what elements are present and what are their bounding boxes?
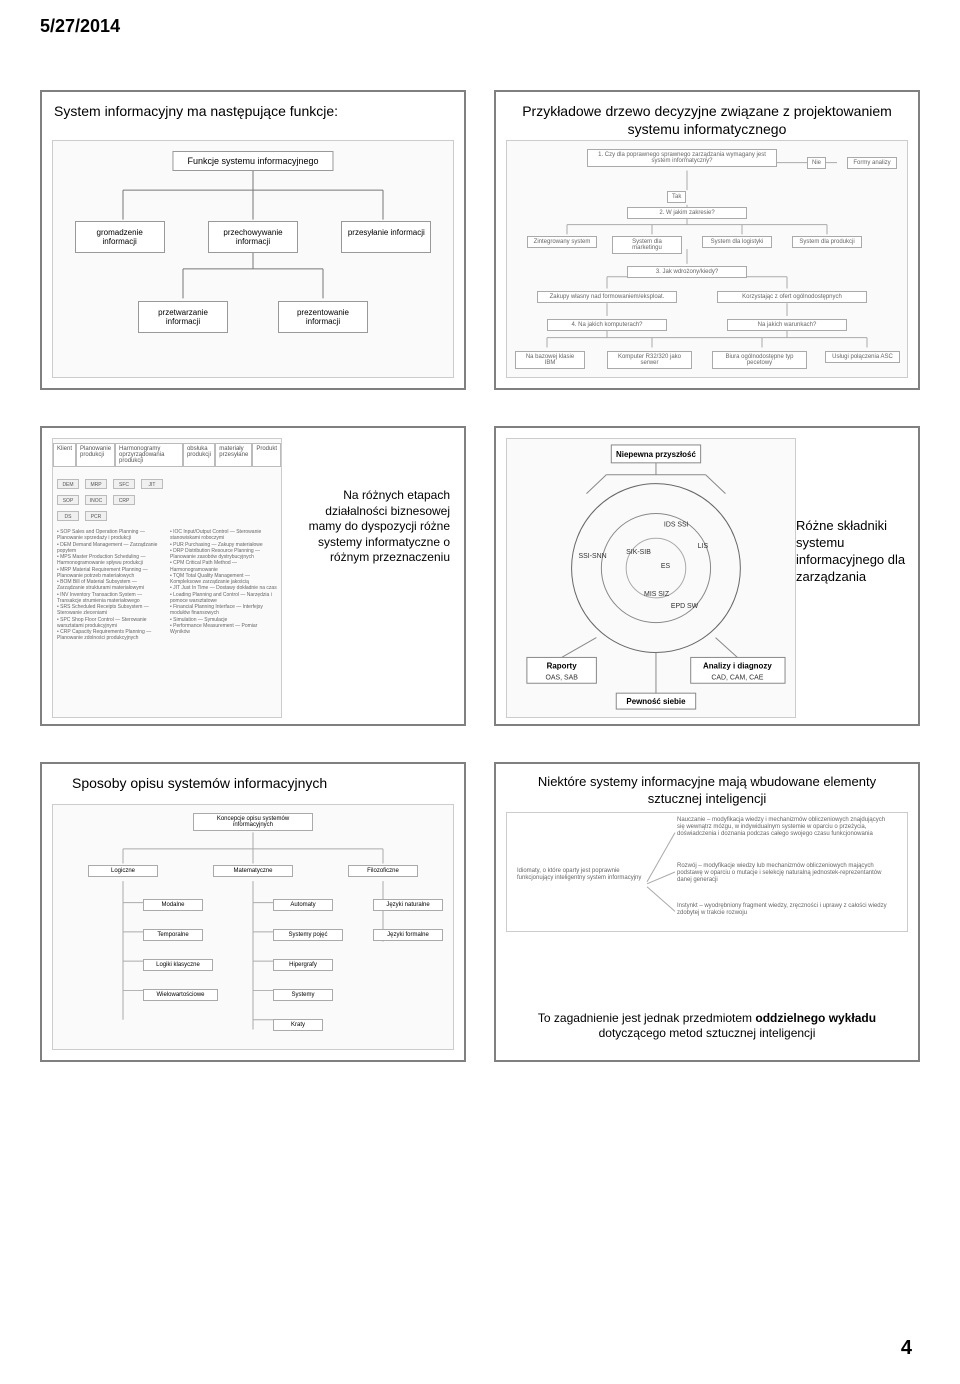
s1-node: przesyłanie informacji [341, 221, 431, 253]
s3-cell: CRP [113, 495, 135, 505]
s3-cell: DEM [57, 479, 79, 489]
slide-5: Sposoby opisu systemów informacyjnych [40, 762, 466, 1062]
s2-a3a: Zakupy własny nad formowaniem/eksploat. [537, 291, 677, 303]
slide-1-title: System informacyjny ma następujące funkc… [42, 92, 464, 126]
s3-cell: SOP [57, 495, 79, 505]
slide-grid: System informacyjny ma następujące funkc… [40, 90, 920, 1062]
page-number: 4 [901, 1337, 912, 1360]
s3-tbox: Planowanie produkcji [76, 443, 115, 467]
s1-node: przechowywanie informacji [208, 221, 298, 253]
s2-opt: System dla marketingu [612, 236, 682, 254]
slide-4: Niepewna przyszłość SSI-SNN IDS SSI SIK-… [494, 426, 920, 726]
s1-node: gromadzenie informacji [75, 221, 165, 253]
slide-6-footer: To zagadnienie jest jednak przedmiotem o… [516, 1011, 898, 1042]
svg-text:OAS, SAB: OAS, SAB [545, 674, 578, 681]
svg-text:ES: ES [661, 563, 671, 570]
s1-node: prezentowanie informacji [278, 301, 368, 333]
svg-text:SSI-SNN: SSI-SNN [579, 553, 607, 560]
slide-1: System informacyjny ma następujące funkc… [40, 90, 466, 390]
svg-text:Analizy i diagnozy: Analizy i diagnozy [703, 661, 772, 670]
s2-q1: 1. Czy dla poprawnego sprawnego zarządza… [587, 149, 777, 167]
s3-abbrev-list: • SOP Sales and Operation Planning — Pla… [57, 529, 277, 713]
s2-yes: Tak [667, 191, 686, 203]
s5-leaf: Wielowartościowe [143, 989, 218, 1001]
s3-tbox: materiały przesyłane [215, 443, 252, 467]
s3-cell: MRP [85, 479, 107, 489]
s5-branch: Filozoficzne [348, 865, 418, 877]
slide-6-diagram: Nauczanie – modyfikacja wiedzy i mechani… [506, 812, 908, 932]
s2-no: Nie [807, 157, 826, 169]
svg-text:Raporty: Raporty [547, 661, 578, 670]
s5-leaf: Systemy pojęć [273, 929, 343, 941]
s3-tbox: Klient [53, 443, 76, 467]
s5-root: Koncepcje opisu systemów informacyjnych [193, 813, 313, 831]
svg-text:MIS SIZ: MIS SIZ [644, 591, 670, 598]
slide-1-diagram: Funkcje systemu informacyjnego gromadzen… [52, 140, 454, 378]
s5-leaf: Języki formalne [373, 929, 443, 941]
slide-2-title: Przykładowe drzewo decyzyjne związane z … [496, 92, 918, 144]
slide-3: Klient Planowanie produkcji Harmonogramy… [40, 426, 466, 726]
s5-leaf: Hipergrafy [273, 959, 333, 971]
s3-tbox: Harmonogramy oprzyrządowania produkcji [115, 443, 183, 467]
s5-leaf: Logiki klasyczne [143, 959, 213, 971]
s2-opt: System dla logistyki [702, 236, 772, 248]
slide-3-diagram: Klient Planowanie produkcji Harmonogramy… [52, 438, 282, 718]
s5-leaf: Języki naturalne [373, 899, 443, 911]
s1-node: przetwarzanie informacji [138, 301, 228, 333]
s2-leaf: Biura ogólnodostępne typ pecetowy [712, 351, 807, 369]
s3-cell: SFC [113, 479, 135, 489]
svg-text:Pewność siebie: Pewność siebie [626, 697, 686, 706]
svg-text:LIS: LIS [698, 543, 709, 550]
svg-text:IDS SSI: IDS SSI [664, 521, 689, 528]
s1-root-node: Funkcje systemu informacyjnego [172, 151, 333, 171]
s5-branch: Matematyczne [213, 865, 293, 877]
s2-leaf: Na bazowej klasie IBM [515, 351, 585, 369]
s5-leaf: Automaty [273, 899, 333, 911]
s2-q4a: 4. Na jakich komputerach? [547, 319, 667, 331]
page-date: 5/27/2014 [40, 16, 120, 37]
s3-cell: DS [57, 511, 79, 521]
slide-3-sidetext: Na różnych etapach działalności biznesow… [300, 488, 450, 566]
s2-leaf: Usługi połączenia ASC [825, 351, 900, 363]
slide-2: Przykładowe drzewo decyzyjne związane z … [494, 90, 920, 390]
s5-leaf: Kraty [273, 1019, 323, 1031]
slide-6-title: Niektóre systemy informacyjne mają wbudo… [496, 764, 918, 812]
s3-tbox: obsłuka produkcji [183, 443, 215, 467]
slide-5-diagram: Koncepcje opisu systemów informacyjnych … [52, 804, 454, 1050]
s2-opt: Zintegrowany system [527, 236, 597, 248]
s2-q3: 3. Jak wdrożony/kiedy? [627, 266, 747, 278]
slide-6: Niektóre systemy informacyjne mają wbudo… [494, 762, 920, 1062]
s5-leaf: Temporalne [143, 929, 203, 941]
s2-opt: System dla produkcji [792, 236, 862, 248]
s3-cell: INOC [85, 495, 107, 505]
s3-tbox: Produkt [252, 443, 281, 467]
s2-leaf: Komputer R32/320 jako serwer [607, 351, 692, 369]
s2-alt: Formy analizy [847, 157, 897, 169]
svg-text:Niepewna przyszłość: Niepewna przyszłość [616, 450, 696, 459]
s3-cell: JIT [141, 479, 163, 489]
s5-leaf: Modalne [143, 899, 203, 911]
slide-2-diagram: 1. Czy dla poprawnego sprawnego zarządza… [506, 140, 908, 378]
s5-leaf: Systemy [273, 989, 333, 1001]
s2-a3b: Korzystając z ofert ogólnodostępnych [717, 291, 867, 303]
s5-branch: Logiczne [88, 865, 158, 877]
slide-4-diagram: Niepewna przyszłość SSI-SNN IDS SSI SIK-… [506, 438, 796, 718]
svg-text:EPD SW: EPD SW [671, 603, 699, 610]
svg-text:CAD, CAM, CAE: CAD, CAM, CAE [711, 674, 763, 681]
s2-q2: 2. W jakim zakresie? [627, 207, 747, 219]
slide-4-sidetext: Różne składniki systemu informacyjnego d… [796, 518, 906, 586]
svg-text:SIK-SIB: SIK-SIB [626, 549, 651, 556]
s2-q4b: Na jakich warunkach? [727, 319, 847, 331]
slide-5-title: Sposoby opisu systemów informacyjnych [42, 764, 464, 798]
s3-cell: PCR [85, 511, 107, 521]
